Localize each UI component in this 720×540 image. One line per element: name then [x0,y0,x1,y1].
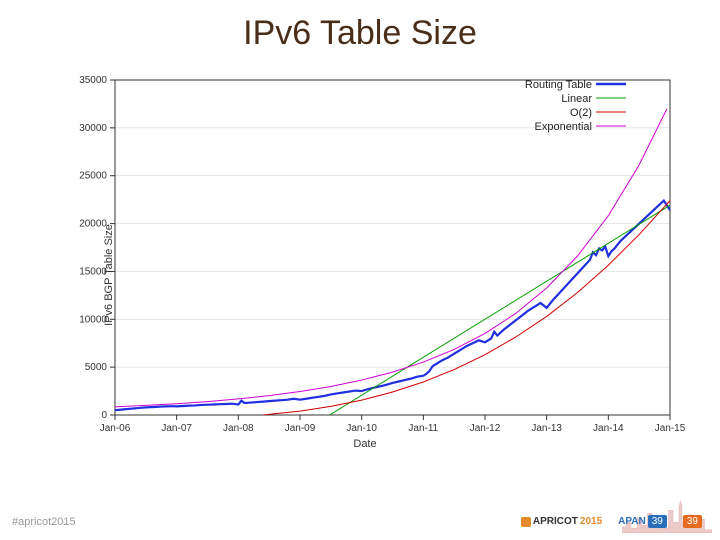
svg-text:O(2): O(2) [570,107,592,119]
svg-text:Jan-07: Jan-07 [161,423,192,434]
apricot-logo: APRICOT2015 [517,514,606,529]
svg-text:Jan-08: Jan-08 [223,423,254,434]
apricot-year: 2015 [580,516,602,527]
slide-title: IPv6 Table Size [0,14,720,53]
apan-logo: APAN 39 [614,513,671,530]
svg-text:Linear: Linear [561,93,592,105]
svg-text:Jan-13: Jan-13 [531,423,562,434]
x-axis-label: Date [353,438,376,450]
svg-text:Jan-15: Jan-15 [655,423,686,434]
svg-text:5000: 5000 [85,362,108,373]
chart-area: IPv6 BGP Table Size Routing TableLinearO… [40,70,690,480]
svg-text:35000: 35000 [79,75,107,86]
apnic-logo: 39 [679,513,706,530]
svg-text:25000: 25000 [79,171,107,182]
apricot-icon [521,517,531,527]
svg-text:30000: 30000 [79,123,107,134]
hashtag: #apricot2015 [12,516,76,528]
logos: APRICOT2015 APAN 39 39 [517,513,706,530]
svg-text:10000: 10000 [79,314,107,325]
slide: IPv6 Table Size IPv6 BGP Table Size Rout… [0,0,720,540]
apnic-num: 39 [683,515,702,528]
apan-num: 39 [648,515,667,528]
svg-text:Jan-06: Jan-06 [100,423,131,434]
footer: #apricot2015 APRICOT2015 APAN 39 39 [0,506,720,534]
svg-text:Jan-11: Jan-11 [408,423,438,434]
svg-text:Jan-14: Jan-14 [593,423,624,434]
chart-svg: Routing Table Linear O(2) Exponential Jan-0… [40,70,690,480]
svg-text:15000: 15000 [79,266,107,277]
apan-text: APAN [618,516,646,527]
svg-text:Jan-12: Jan-12 [470,423,501,434]
svg-text:Routing Table: Routing Table [525,79,592,91]
svg-text:Jan-09: Jan-09 [285,423,316,434]
svg-text:Jan-10: Jan-10 [346,423,377,434]
svg-text:Exponential: Exponential [535,121,593,133]
svg-text:20000: 20000 [79,219,107,230]
svg-text:0: 0 [101,410,107,421]
apricot-text: APRICOT [533,516,578,527]
